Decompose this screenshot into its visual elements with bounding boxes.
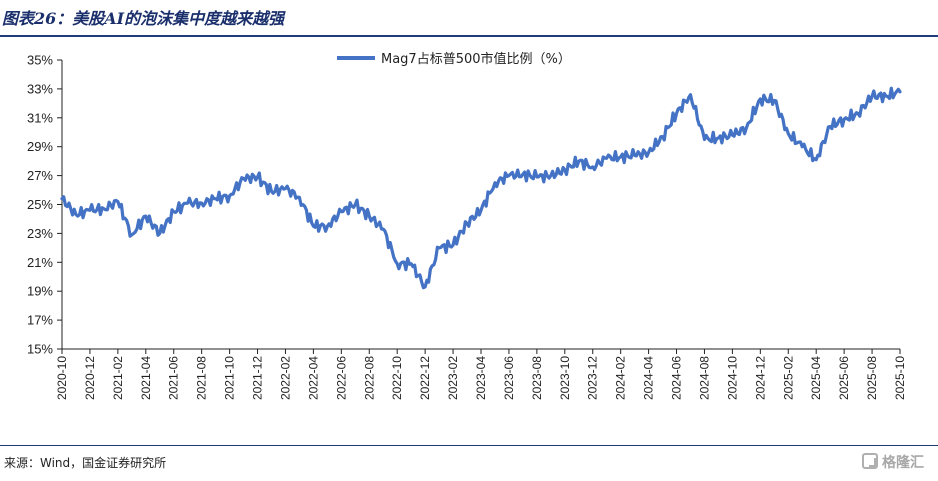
x-axis: 2020-10 2020-12 2021-02 2021-04 2021-06 2021-… [55,348,907,400]
x-tick-label: 2021-02 [111,356,125,400]
x-tick-label: 2023-04 [474,356,488,400]
x-tick-label: 2022-04 [306,356,320,400]
x-tick-label: 2021-06 [167,356,181,400]
y-tick-label: 17% [27,313,53,328]
logo-text: 格隆汇 [882,455,924,471]
x-tick-label: 2024-08 [697,356,711,400]
x-tick-label: 2025-06 [837,356,851,400]
x-tick-label: 2024-12 [753,356,767,400]
source-note: 来源：Wind，国金证券研究所 [4,456,167,470]
line-chart: 15% 17% 19% 21% 23% 25% 27% 29% 31% 33% 35% 2020-1… [27,51,907,400]
logo-icon [862,453,878,469]
x-tick-label: 2021-08 [195,356,209,400]
x-tick-label: 2023-10 [558,356,572,400]
y-tick-label: 19% [27,284,53,299]
legend-label: Mag7占标普500市值比例（%） [381,51,571,67]
x-tick-label: 2024-06 [670,356,684,400]
x-tick-label: 2024-02 [614,356,628,400]
x-tick-label: 2025-04 [809,356,823,400]
x-tick-label: 2025-10 [893,356,907,400]
watermark-logo: 格隆汇 [862,452,936,474]
y-tick-label: 21% [27,255,53,270]
x-tick-label: 2024-10 [725,356,739,400]
y-tick-label: 15% [27,342,53,357]
x-tick-label: 2022-06 [334,356,348,400]
x-tick-label: 2023-12 [586,356,600,400]
x-tick-label: 2020-12 [83,356,97,400]
y-tick-label: 33% [27,81,53,96]
x-tick-label: 2025-02 [781,356,795,400]
x-tick-label: 2021-12 [251,356,265,400]
x-tick-label: 2025-08 [865,356,879,400]
x-tick-label: 2024-04 [642,356,656,400]
x-tick-label: 2020-10 [55,356,69,400]
header-divider [0,35,938,37]
x-tick-label: 2023-02 [446,356,460,400]
y-tick-label: 25% [27,197,53,212]
y-tick-label: 31% [27,110,53,125]
x-tick-label: 2022-12 [418,356,432,400]
y-tick-label: 29% [27,139,53,154]
x-tick-label: 2021-04 [139,356,153,400]
x-tick-label: 2023-06 [502,356,516,400]
series-line [60,86,902,290]
y-tick-label: 23% [27,226,53,241]
chart-header: 图表26：美股AI的泡沫集中度越来越强 [0,0,938,37]
x-tick-label: 2022-08 [362,356,376,400]
x-tick-label: 2022-10 [390,356,404,400]
x-tick-label: 2023-08 [530,356,544,400]
y-tick-label: 27% [27,168,53,183]
x-tick-label: 2022-02 [278,356,292,400]
legend: Mag7占标普500市值比例（%） [337,51,571,67]
x-tick-label: 2021-10 [223,356,237,400]
chart-title: 图表26：美股AI的泡沫集中度越来越强 [2,9,285,28]
y-axis: 15% 17% 19% 21% 23% 25% 27% 29% 31% 33% 35% [27,53,63,357]
series-layer [60,86,902,290]
y-tick-label: 35% [27,53,53,68]
footer-divider [0,445,938,446]
